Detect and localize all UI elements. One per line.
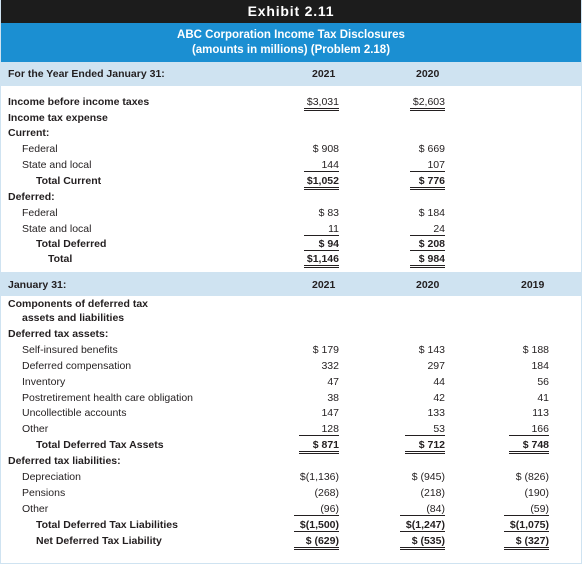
self-insured-label: Self-insured benefits xyxy=(22,344,118,356)
other-assets-2019: 166 xyxy=(509,423,549,436)
total-dta-2021: $ 871 xyxy=(299,439,339,454)
section2-header-band xyxy=(1,272,581,296)
deferred-comp-2020: 297 xyxy=(427,360,445,372)
current-federal-2020: $ 669 xyxy=(418,143,445,155)
pensions-2019: (190) xyxy=(524,487,549,499)
postretirement-2020: 42 xyxy=(433,392,445,404)
total-dta-label: Total Deferred Tax Assets xyxy=(36,439,164,451)
section1-col-2021: 2021 xyxy=(312,68,336,80)
components-line-2: assets and liabilities xyxy=(22,312,125,324)
net-dtl-2021: $ (629) xyxy=(294,535,339,550)
total-dta-2019: $ 748 xyxy=(509,439,549,454)
current-state-2020: 107 xyxy=(410,159,445,172)
inventory-2020: 44 xyxy=(433,376,445,388)
pensions-label: Pensions xyxy=(22,487,66,499)
other-assets-2020: 53 xyxy=(405,423,445,436)
total-2020: $ 984 xyxy=(410,253,445,268)
total-deferred-2020: $ 208 xyxy=(410,238,445,251)
section2-col-2020: 2020 xyxy=(416,279,440,291)
other-liab-label: Other xyxy=(22,503,49,515)
section2-col-2019: 2019 xyxy=(521,279,545,291)
other-liab-2020: (84) xyxy=(400,503,445,516)
deferred-state-label: State and local xyxy=(22,223,92,235)
total-current-2021: $1,052 xyxy=(304,175,339,190)
title-line-2: (amounts in millions) (Problem 2.18) xyxy=(191,43,391,56)
current-state-label: State and local xyxy=(22,159,92,171)
section1-header-band xyxy=(1,62,581,86)
income-before-taxes-label: Income before income taxes xyxy=(8,96,150,108)
income-before-taxes-2021: $3,031 xyxy=(304,96,339,111)
total-current-label: Total Current xyxy=(36,175,102,187)
deferred-federal-2021: $ 83 xyxy=(318,207,339,219)
depreciation-2021: $(1,136) xyxy=(299,471,339,483)
current-federal-label: Federal xyxy=(22,143,58,155)
total-current-2020: $ 776 xyxy=(410,175,445,190)
other-liab-2021: (96) xyxy=(294,503,339,516)
current-state-2021: 144 xyxy=(304,159,339,172)
deferred-comp-label: Deferred compensation xyxy=(22,360,132,372)
uncollectible-2019: 113 xyxy=(532,407,549,419)
deferred-state-2020: 24 xyxy=(410,223,445,236)
current-label: Current: xyxy=(8,127,50,139)
total-dtl-2019: $(1,075) xyxy=(504,519,549,532)
inventory-2021: 47 xyxy=(327,376,339,388)
pensions-2020: (218) xyxy=(420,487,445,499)
self-insured-2020: $ 143 xyxy=(418,344,445,356)
depreciation-label: Depreciation xyxy=(22,471,81,483)
dta-label: Deferred tax assets: xyxy=(8,328,109,340)
total-label: Total xyxy=(48,253,73,265)
deferred-state-2021: 11 xyxy=(304,223,339,236)
deferred-label: Deferred: xyxy=(8,191,55,203)
deferred-comp-2021: 332 xyxy=(321,360,339,372)
section1-col-2020: 2020 xyxy=(416,68,440,80)
income-before-taxes-2020: $2,603 xyxy=(410,96,445,111)
section1-header-label: For the Year Ended January 31: xyxy=(8,68,165,80)
net-dtl-2019: $ (327) xyxy=(504,535,549,550)
postretirement-label: Postretirement health care obligation xyxy=(22,392,194,404)
inventory-2019: 56 xyxy=(537,376,549,388)
postretirement-2019: 41 xyxy=(537,392,549,404)
other-liab-2019: (59) xyxy=(504,503,549,516)
depreciation-2019: $ (826) xyxy=(515,471,549,483)
net-dtl-2020: $ (535) xyxy=(400,535,445,550)
total-dtl-2020: $(1,247) xyxy=(400,519,445,532)
uncollectible-2020: 133 xyxy=(427,407,445,419)
current-federal-2021: $ 908 xyxy=(312,143,339,155)
exhibit-label: Exhibit 2.11 xyxy=(1,0,581,23)
self-insured-2021: $ 179 xyxy=(312,344,339,356)
components-line-1: Components of deferred tax xyxy=(8,298,149,310)
total-dtl-2021: $(1,500) xyxy=(294,519,339,532)
total-dta-2020: $ 712 xyxy=(405,439,445,454)
deferred-federal-2020: $ 184 xyxy=(418,207,445,219)
pensions-2021: (268) xyxy=(314,487,339,499)
uncollectible-2021: 147 xyxy=(321,407,339,419)
uncollectible-label: Uncollectible accounts xyxy=(22,407,127,419)
income-tax-expense-label: Income tax expense xyxy=(8,112,108,124)
other-assets-2021: 128 xyxy=(299,423,339,436)
total-deferred-label: Total Deferred xyxy=(36,238,107,250)
title-line-1: ABC Corporation Income Tax Disclosures xyxy=(177,29,405,41)
section2-header-label: January 31: xyxy=(8,279,67,291)
deferred-federal-label: Federal xyxy=(22,207,58,219)
other-assets-label: Other xyxy=(22,423,49,435)
section2-col-2021: 2021 xyxy=(312,279,336,291)
dtl-label: Deferred tax liabilities: xyxy=(8,455,121,467)
total-dtl-label: Total Deferred Tax Liabilities xyxy=(36,519,178,531)
total-2021: $1,146 xyxy=(304,253,339,268)
total-deferred-2021: $ 94 xyxy=(304,238,339,251)
depreciation-2020: $ (945) xyxy=(411,471,445,483)
inventory-label: Inventory xyxy=(22,376,66,388)
postretirement-2021: 38 xyxy=(327,392,339,404)
exhibit-title: ABC Corporation Income Tax Disclosures (… xyxy=(1,23,581,66)
deferred-comp-2019: 184 xyxy=(531,360,549,372)
self-insured-2019: $ 188 xyxy=(522,344,549,356)
net-dtl-label: Net Deferred Tax Liability xyxy=(36,535,162,547)
